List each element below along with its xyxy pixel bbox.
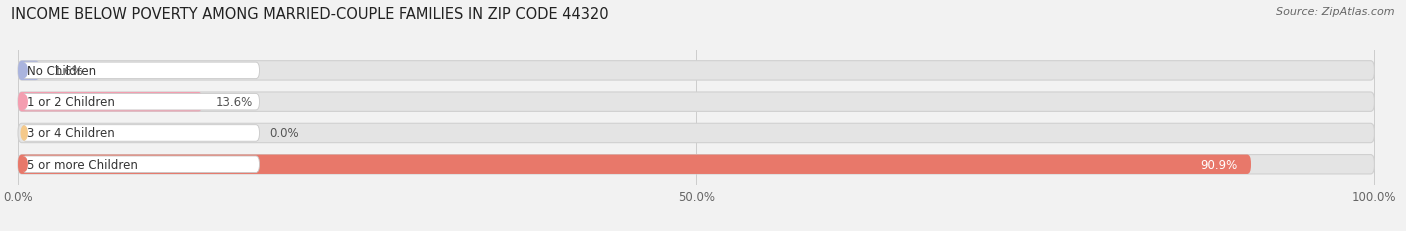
FancyBboxPatch shape <box>18 124 1375 143</box>
FancyBboxPatch shape <box>18 93 1375 112</box>
Circle shape <box>21 64 27 78</box>
FancyBboxPatch shape <box>18 155 1375 174</box>
Text: 3 or 4 Children: 3 or 4 Children <box>27 127 115 140</box>
Circle shape <box>21 95 27 109</box>
FancyBboxPatch shape <box>18 61 39 81</box>
FancyBboxPatch shape <box>22 156 260 173</box>
Text: 0.0%: 0.0% <box>269 127 298 140</box>
FancyBboxPatch shape <box>22 63 260 79</box>
FancyBboxPatch shape <box>18 93 202 112</box>
Circle shape <box>21 127 27 140</box>
Text: Source: ZipAtlas.com: Source: ZipAtlas.com <box>1277 7 1395 17</box>
FancyBboxPatch shape <box>22 94 260 110</box>
Text: No Children: No Children <box>27 65 96 78</box>
FancyBboxPatch shape <box>18 61 1375 81</box>
Text: 1.6%: 1.6% <box>53 65 83 78</box>
Text: 5 or more Children: 5 or more Children <box>27 158 138 171</box>
FancyBboxPatch shape <box>18 155 1251 174</box>
Text: INCOME BELOW POVERTY AMONG MARRIED-COUPLE FAMILIES IN ZIP CODE 44320: INCOME BELOW POVERTY AMONG MARRIED-COUPL… <box>11 7 609 22</box>
Text: 90.9%: 90.9% <box>1201 158 1237 171</box>
FancyBboxPatch shape <box>22 125 260 142</box>
Circle shape <box>21 158 27 171</box>
Text: 13.6%: 13.6% <box>217 96 253 109</box>
Text: 1 or 2 Children: 1 or 2 Children <box>27 96 115 109</box>
